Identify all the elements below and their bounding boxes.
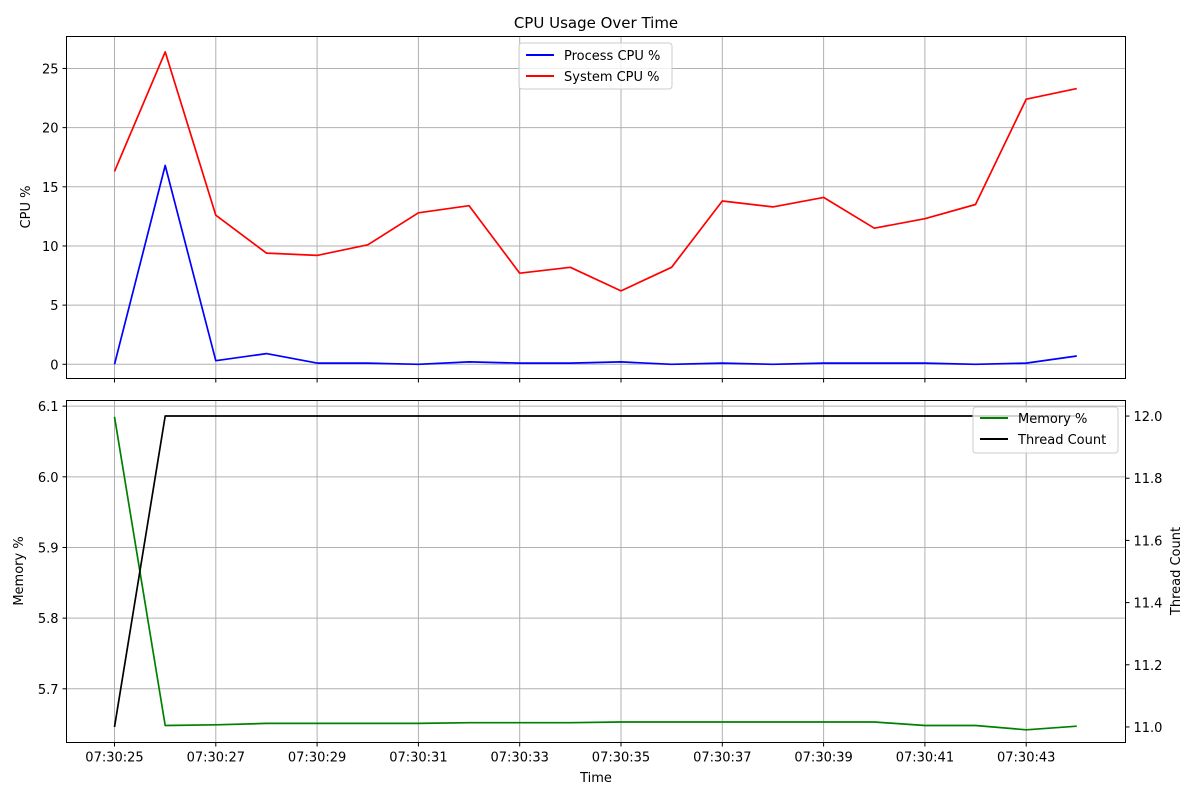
- legend-label-system-cpu: System CPU %: [564, 70, 660, 85]
- cpu-legend: Process CPU % System CPU %: [518, 42, 673, 90]
- memory-legend-box: [972, 406, 1119, 454]
- cpu-y-axis-label: CPU %: [19, 186, 34, 229]
- x-axis-label: Time: [579, 771, 612, 786]
- thread-y2-tick-label: 11.6: [1134, 534, 1163, 549]
- cpu-chart-series: [113, 51, 1077, 366]
- x-tick-label: 07:30:37: [693, 751, 751, 766]
- chart-title: CPU Usage Over Time: [514, 14, 678, 32]
- thread-y2-tick-label: 11.8: [1134, 472, 1163, 487]
- cpu-y-tick-label: 15: [42, 181, 59, 196]
- cpu-legend-box: [518, 42, 673, 90]
- series-line-process-cpu: [113, 164, 1077, 366]
- x-tick-label: 07:30:33: [491, 751, 549, 766]
- memory-chart-y-ticks: 5.7 5.8 5.9 6.0 6.1: [38, 400, 67, 698]
- x-tick-label: 07:30:29: [288, 751, 346, 766]
- x-tick-label: 07:30:39: [794, 751, 852, 766]
- cpu-y-tick-label: 0: [50, 358, 58, 373]
- memory-y-tick-label: 5.9: [38, 541, 59, 556]
- memory-chart-series: [113, 415, 1077, 731]
- memory-chart-grid: [66, 400, 1126, 743]
- x-tick-label: 07:30:27: [187, 751, 245, 766]
- memory-chart-frame: [66, 400, 1126, 743]
- thread-y2-tick-label: 12.0: [1134, 410, 1163, 425]
- cpu-y-tick-label: 20: [42, 122, 59, 137]
- memory-chart-x-ticks: 07:30:25 07:30:27 07:30:29 07:30:31 07:30:33…: [85, 742, 1055, 766]
- memory-legend: Memory % Thread Count: [972, 406, 1119, 454]
- memory-y-axis-label: Memory %: [12, 536, 27, 605]
- thread-y2-tick-label: 11.0: [1134, 721, 1163, 736]
- legend-label-thread-count: Thread Count: [1017, 433, 1106, 448]
- thread-y2-tick-label: 11.4: [1134, 597, 1163, 612]
- series-line-thread-count: [113, 415, 1077, 728]
- legend-label-memory: Memory %: [1018, 412, 1087, 427]
- cpu-chart-x-ticks: [114, 378, 1027, 383]
- thread-y2-axis-label: Thread Count: [1169, 527, 1184, 616]
- x-tick-label: 07:30:35: [592, 751, 650, 766]
- thread-y2-tick-label: 11.2: [1134, 659, 1163, 674]
- memory-y-tick-label: 6.1: [38, 400, 59, 415]
- x-tick-label: 07:30:43: [997, 751, 1055, 766]
- thread-chart-y2-ticks: 11.0 11.2 11.4 11.6 11.8 12.0: [1125, 410, 1163, 736]
- legend-label-process-cpu: Process CPU %: [564, 49, 660, 64]
- cpu-chart: 0 5 10 15 20 25 CPU Usage Over Time CPU % Pro…: [19, 14, 1126, 383]
- memory-y-tick-label: 5.8: [38, 612, 59, 627]
- x-tick-label: 07:30:25: [85, 751, 143, 766]
- memory-y-tick-label: 6.0: [38, 471, 59, 486]
- memory-y-tick-label: 5.7: [38, 683, 59, 698]
- x-tick-label: 07:30:41: [896, 751, 954, 766]
- cpu-y-tick-label: 5: [50, 299, 58, 314]
- cpu-y-tick-label: 10: [42, 240, 59, 255]
- x-tick-label: 07:30:31: [389, 751, 447, 766]
- cpu-chart-y-ticks: 0 5 10 15 20 25: [42, 62, 67, 373]
- series-line-system-cpu: [113, 51, 1077, 292]
- cpu-chart-frame: [66, 36, 1126, 379]
- cpu-y-tick-label: 25: [42, 62, 59, 77]
- memory-thread-chart: 5.7 5.8 5.9 6.0 6.1 11.0 11.2 11.4 11.6 11.8 12.0…: [12, 400, 1184, 786]
- series-line-memory: [113, 416, 1077, 731]
